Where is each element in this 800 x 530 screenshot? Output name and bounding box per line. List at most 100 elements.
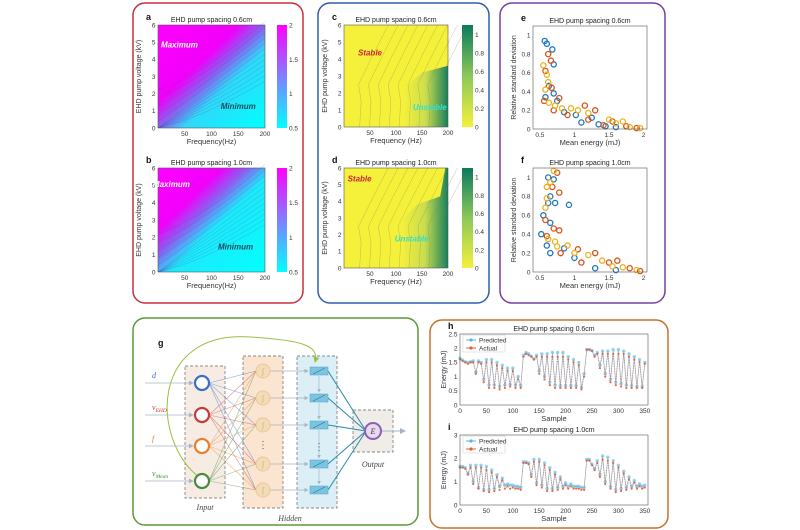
series-point-actual: [511, 486, 514, 489]
series-point-actual: [553, 386, 557, 390]
colorbar-tick-label: 1: [475, 32, 479, 39]
series-point-predicted: [571, 357, 576, 362]
output-layer-label: Output: [362, 460, 385, 469]
series-point-actual: [538, 460, 541, 463]
series-point-predicted: [608, 377, 613, 382]
scatter-point: [585, 109, 592, 117]
panel-label: g: [158, 338, 164, 348]
x-tick-label: 50: [366, 271, 374, 278]
y-tick-label: 0: [454, 502, 458, 509]
series-point-predicted: [492, 486, 497, 491]
unstable-region: [403, 65, 448, 127]
series-point-predicted: [569, 482, 573, 486]
series-point-actual: [638, 361, 641, 364]
contour-line: [157, 169, 266, 242]
y-tick-label: 1.5: [448, 360, 457, 367]
series-point-actual: [540, 355, 543, 358]
series-point-actual: [630, 386, 633, 390]
connection: [208, 397, 257, 447]
series-point-predicted: [640, 484, 644, 489]
chart-title: EHD pump spacing 0.6cm: [513, 326, 594, 333]
y-tick-label: 0: [527, 269, 531, 276]
series-point-predicted: [471, 479, 475, 484]
colorbar-tick-label: 0.4: [475, 87, 484, 94]
series-point-actual: [619, 489, 623, 493]
scatter-point: [600, 122, 607, 129]
connection: [327, 370, 367, 432]
series-point-actual: [464, 467, 467, 470]
axes-box: [343, 167, 449, 269]
series-point-actual: [604, 482, 607, 486]
chart-title: EHD pump spacing 1.0cm: [513, 427, 594, 434]
scatter-point: [545, 99, 553, 107]
chart-a: 0.5 1 1.5 2 50 100 150 200 0 1 2 3 4 5 6 Frequency(Hz) E…: [136, 12, 298, 146]
series-point-actual: [548, 468, 551, 472]
scatter-point: [612, 266, 620, 274]
contour-line: [437, 24, 468, 128]
x-tick-label: 0.5: [535, 275, 544, 282]
series-point-actual: [583, 488, 586, 491]
scatter-point: [619, 264, 627, 271]
hidden-layer-label: Hidden: [277, 514, 302, 523]
connection: [327, 430, 367, 465]
x-tick-label: 100: [507, 408, 518, 415]
series-point-actual: [556, 355, 559, 358]
colorbar-tick-label: 0.8: [475, 50, 484, 57]
contour-line: [437, 167, 468, 269]
series-point-actual: [561, 355, 565, 358]
series-point-predicted: [579, 485, 584, 490]
x-tick-label: 100: [507, 508, 518, 515]
contour-line: [368, 167, 399, 269]
series-point-actual: [564, 484, 567, 487]
legend-label: Actual: [479, 346, 498, 353]
scatter-point: [556, 189, 563, 196]
series-point-predicted: [508, 483, 512, 487]
series-point-predicted: [513, 484, 518, 489]
series-point-predicted: [577, 484, 581, 489]
series-point-predicted: [484, 357, 489, 362]
connection: [208, 463, 257, 482]
x-axis-label: Mean energy (mJ): [560, 138, 621, 147]
contour-line: [417, 167, 448, 269]
y-tick-label: 0.6: [521, 213, 530, 220]
x-tick-label: 200: [560, 408, 571, 415]
connection: [208, 382, 257, 465]
series-point-actual: [577, 364, 580, 367]
scatter-point: [551, 199, 559, 207]
x-tick-label: 100: [206, 131, 217, 138]
y-axis-label: Relative standard deviation: [511, 35, 518, 120]
colorbar-tick-label: 0.5: [289, 126, 298, 133]
series-point-predicted: [482, 377, 486, 382]
series-point-predicted: [487, 488, 491, 492]
series-point-actual: [503, 487, 506, 490]
contour-line: [157, 164, 266, 235]
series-point-predicted: [611, 458, 615, 463]
series-point-actual: [503, 386, 506, 390]
hidden-neuron: [255, 482, 271, 498]
scatter-point: [574, 107, 582, 114]
series-point-predicted: [569, 383, 573, 388]
contour-line: [157, 32, 266, 106]
contour-line: [157, 224, 266, 273]
scatter-point: [547, 249, 554, 257]
series-point-actual: [643, 486, 646, 489]
series-point-predicted: [555, 350, 560, 355]
y-tick-label: 2: [338, 232, 342, 239]
scatter-point: [636, 267, 644, 275]
x-axis-label: Frequency(Hz): [187, 281, 237, 290]
series-point-actual: [501, 366, 504, 370]
x-axis-label: Mean energy (mJ): [560, 281, 621, 290]
hidden-ellipsis: ⋮: [258, 440, 268, 451]
series-point-predicted: [548, 465, 552, 470]
colorbar-tick-label: 0.4: [475, 229, 484, 236]
contour-line: [157, 80, 266, 129]
contour-line: [378, 24, 409, 128]
series-point-actual: [561, 487, 565, 490]
scatter-point: [558, 105, 566, 112]
series-point-actual: [580, 388, 583, 391]
scatter-point: [619, 118, 627, 125]
contour-line: [397, 167, 428, 269]
series-point-predicted: [505, 482, 510, 486]
frame-panel-g: [132, 317, 419, 526]
